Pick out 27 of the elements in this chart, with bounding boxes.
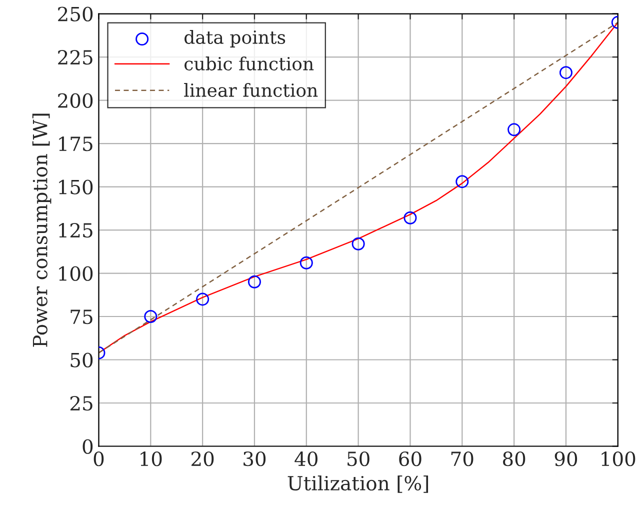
legend-label: linear function [184,83,318,97]
y-tick-label: 100 [59,266,93,281]
x-tick-label: 10 [140,451,162,466]
legend-label: cubic function [184,56,314,70]
y-tick-label: 125 [59,222,92,238]
x-tick-label: 50 [348,451,370,466]
y-tick-label: 50 [70,352,93,368]
y-tick-label: 75 [70,310,92,324]
x-axis-title: Utilization [%] [288,475,428,493]
x-tick-label: 100 [602,451,636,466]
y-tick-label: 175 [59,136,92,152]
y-tick-label: 225 [58,50,92,65]
x-tick-label: 70 [451,451,474,466]
x-tick-label: 0 [94,451,104,466]
x-tick-label: 90 [554,451,578,466]
y-tick-label: 150 [59,180,93,194]
y-tick-label: 250 [58,6,93,22]
x-tick-label: 80 [502,451,526,466]
y-axis-title: Power consumption [W] [32,114,52,347]
y-tick-label: 200 [58,93,93,108]
legend-label: data points [184,30,286,48]
x-tick-label: 20 [192,451,214,466]
y-tick-label: 25 [70,396,92,411]
x-tick-label: 60 [399,451,422,466]
x-tick-label: 30 [244,451,266,466]
y-tick-label: 0 [82,439,93,454]
x-tick-label: 40 [294,451,318,466]
